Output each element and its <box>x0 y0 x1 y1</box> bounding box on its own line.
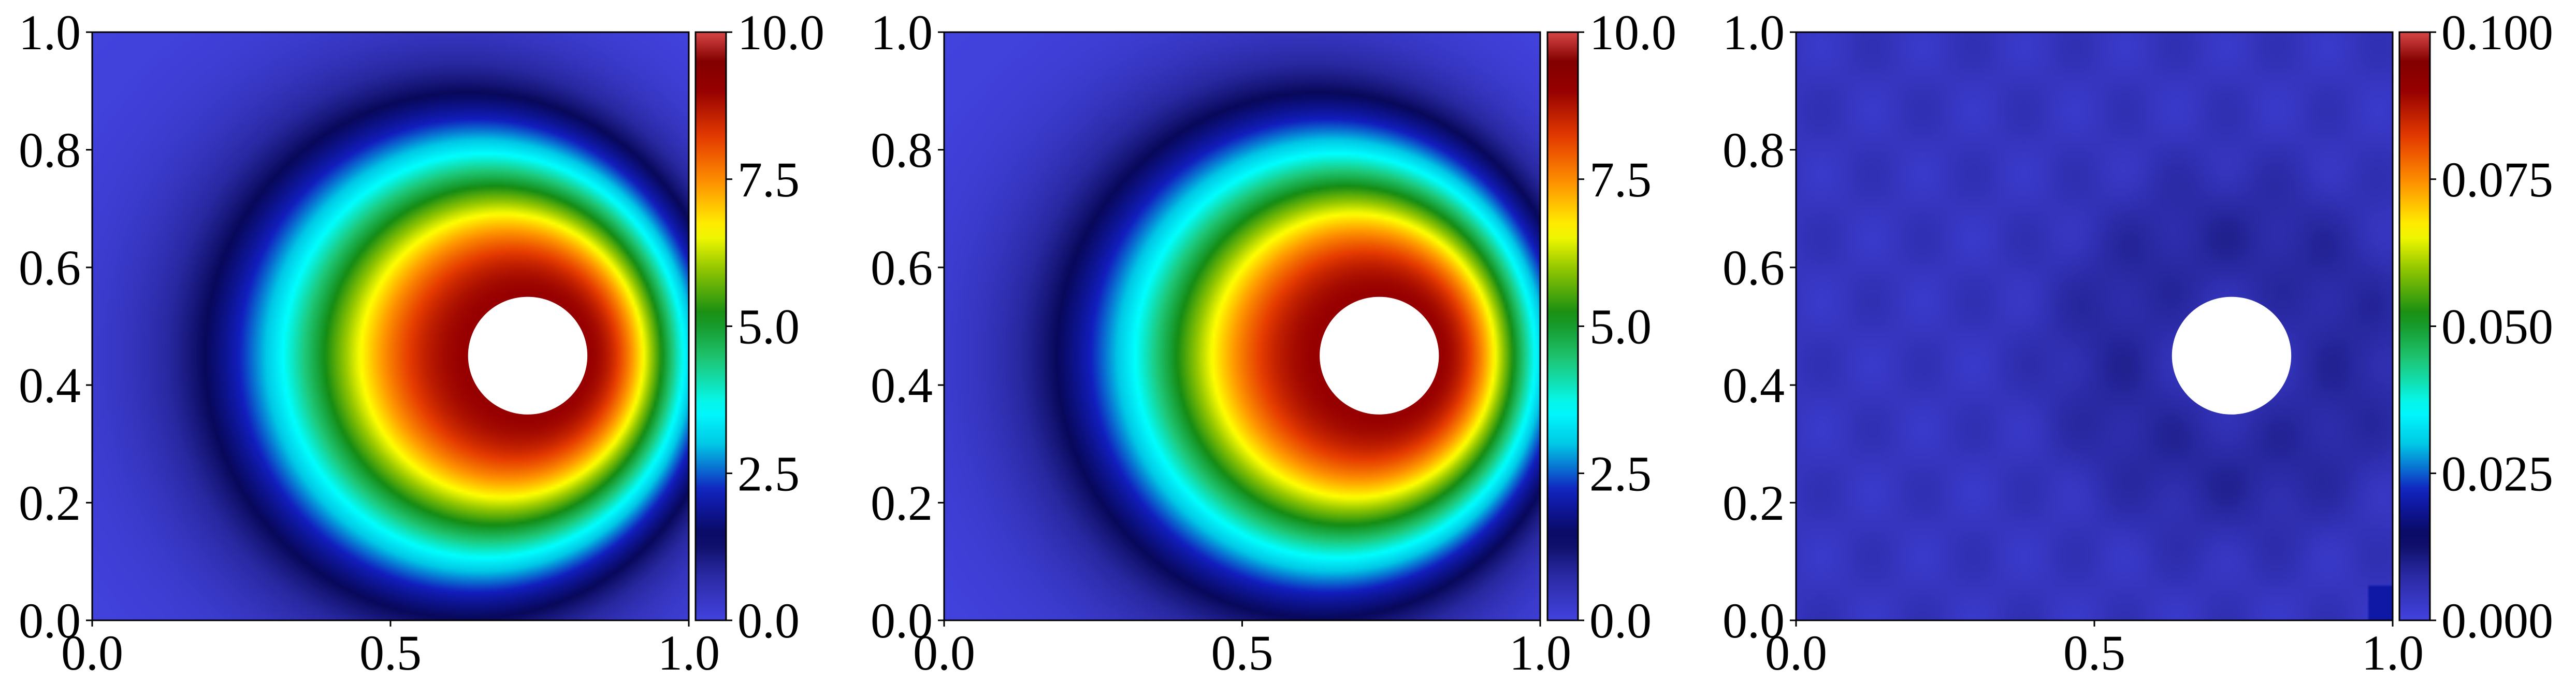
panel-3-y-tick-label: 0.8 <box>1723 122 1785 178</box>
panel-3-x-tick-label: 0.0 <box>1765 625 1827 680</box>
panel-3-y-tick-label: 0.0 <box>1723 593 1785 648</box>
panel-1-y-tick-label: 1.0 <box>19 5 81 60</box>
panel-1-x-tick-label: 0.5 <box>359 625 422 680</box>
panel-2-y-tick-label: 0.6 <box>871 240 933 295</box>
panel-2-colorbar-tick-label: 5.0 <box>1589 299 1652 354</box>
panel-3-colorbar-tick-label: 0.000 <box>2441 593 2553 648</box>
panel-3-x-tick-label: 1.0 <box>2362 625 2424 680</box>
panel-3-colorbar-tick-label: 0.075 <box>2441 152 2553 207</box>
panel-2-colorbar-tick-label: 10.0 <box>1589 5 1676 60</box>
panel-2-field-image <box>944 32 1540 620</box>
panel-1-y-tick-label: 0.8 <box>19 122 81 178</box>
panel-1-y-tick-label: 0.4 <box>19 358 81 413</box>
panel-1-x-tick-label: 0.0 <box>61 625 123 680</box>
panel-3-y-tick-label: 0.4 <box>1723 358 1785 413</box>
panel-2-y-tick-label: 1.0 <box>871 5 933 60</box>
panel-2-colorbar-tick-label: 0.0 <box>1589 593 1652 648</box>
panel-1-colorbar-tick-label: 0.0 <box>737 593 800 648</box>
panel-1-colorbar-tick-label: 5.0 <box>737 299 800 354</box>
panel-2-x-tick-label: 0.0 <box>913 625 975 680</box>
panel-3-y-tick-label: 0.2 <box>1723 475 1785 531</box>
panel-2-y-tick-label: 0.8 <box>871 122 933 178</box>
panel-2-y-tick-label: 0.2 <box>871 475 933 531</box>
panel-1-y-tick-label: 0.2 <box>19 475 81 531</box>
panel-3-colorbar <box>2399 32 2430 620</box>
panel-3-x-tick-label: 0.5 <box>2063 625 2125 680</box>
panel-2-colorbar <box>1547 32 1578 620</box>
panel-3: 0.0 0.5 1.0 0.0 0.2 0.4 0.6 0.8 1.0 0.000 0.025 0.0… <box>1723 5 2553 680</box>
panel-1-colorbar-tick-label: 7.5 <box>737 152 800 207</box>
panel-1-y-tick-label: 0.6 <box>19 240 81 295</box>
panel-3-field-image <box>1796 32 2393 620</box>
panel-3-hole <box>2172 296 2292 415</box>
panel-2-colorbar-tick-label: 7.5 <box>1589 152 1652 207</box>
panel-1-colorbar-tick-label: 10.0 <box>737 5 824 60</box>
panel-1-hole <box>468 296 588 415</box>
panel-2-colorbar-tick-label: 2.5 <box>1589 446 1652 501</box>
panel-3-colorbar-tick-label: 0.100 <box>2441 5 2553 60</box>
panel-2-x-tick-label: 1.0 <box>1509 625 1571 680</box>
panel-1-y-tick-label: 0.0 <box>19 593 81 648</box>
panel-2-x-tick-label: 0.5 <box>1211 625 1273 680</box>
panel-2-hole <box>1320 296 1439 415</box>
panel-3-colorbar-tick-label: 0.050 <box>2441 299 2553 354</box>
panel-2-y-tick-label: 0.0 <box>871 593 933 648</box>
panel-3-colorbar-tick-label: 0.025 <box>2441 446 2553 501</box>
panel-3-y-tick-label: 1.0 <box>1723 5 1785 60</box>
panel-2-y-tick-label: 0.4 <box>871 358 933 413</box>
panel-1-colorbar-tick-label: 2.5 <box>737 446 800 501</box>
panel-2: 0.0 0.5 1.0 0.0 0.2 0.4 0.6 0.8 1.0 0.0 2.5 5.0 7.5 1… <box>871 5 1676 680</box>
panel-1: 0.0 0.5 1.0 0.0 0.2 0.4 0.6 0.8 1.0 0.0 2.5 5.0 7.5 1… <box>19 5 824 680</box>
panel-1-colorbar <box>696 32 726 620</box>
panel-1-field-image <box>92 32 689 620</box>
panel-1-x-tick-label: 1.0 <box>658 625 720 680</box>
panel-3-y-tick-label: 0.6 <box>1723 240 1785 295</box>
